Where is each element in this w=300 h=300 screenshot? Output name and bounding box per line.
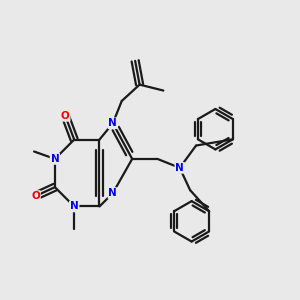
Text: N: N [175,163,184,173]
Text: N: N [109,118,117,128]
Text: O: O [31,191,40,201]
Text: N: N [70,202,79,212]
Text: N: N [50,154,59,164]
Text: O: O [61,111,70,121]
Text: N: N [109,188,117,198]
